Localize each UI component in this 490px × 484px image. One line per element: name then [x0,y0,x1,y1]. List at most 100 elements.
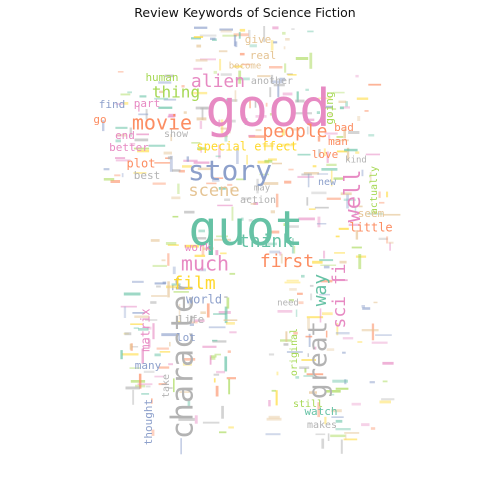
filler-mark [125,386,140,390]
filler-mark [115,103,123,105]
filler-mark [312,346,317,350]
cloud-word-man: man [328,135,348,148]
cloud-word-bad: bad [334,121,354,134]
cloud-word-alien: alien [191,71,245,92]
filler-mark [141,393,150,395]
cloud-word-better: better [109,141,149,154]
filler-mark [216,370,225,374]
filler-mark [224,131,228,142]
filler-mark [130,323,143,325]
filler-mark [159,351,171,353]
filler-mark [172,215,179,218]
filler-mark [340,192,352,196]
filler-mark [178,303,181,320]
filler-mark [227,99,238,102]
filler-mark [305,88,309,91]
filler-mark [306,126,309,135]
filler-mark [212,340,227,343]
filler-mark [102,120,105,132]
filler-mark [248,135,264,138]
filler-mark [220,29,232,33]
filler-mark [340,439,343,454]
cloud-word-sci-fi: sci fi [329,263,350,328]
filler-mark [320,264,337,266]
filler-mark [287,74,297,76]
filler-mark [131,346,139,348]
filler-mark [213,378,216,383]
filler-mark [269,87,272,98]
filler-mark [129,127,132,137]
cloud-word-think: think [239,231,293,252]
filler-mark [242,63,251,66]
filler-mark [361,423,370,427]
filler-mark [271,230,280,234]
filler-mark [320,279,333,283]
filler-mark [301,359,316,361]
filler-mark [132,312,146,314]
cloud-word-plot: plot [127,157,156,171]
filler-mark [241,217,244,221]
filler-mark [161,259,166,262]
filler-mark [228,122,231,134]
filler-mark [325,390,341,393]
filler-mark [193,36,204,38]
filler-mark [196,44,202,48]
filler-mark [165,242,177,245]
filler-mark [194,254,206,257]
filler-mark [120,305,137,308]
filler-mark [339,260,347,264]
filler-mark [355,151,360,154]
filler-mark [330,393,335,396]
filler-mark [378,237,388,240]
filler-mark [145,385,151,388]
filler-mark [281,143,295,147]
filler-mark [343,128,346,139]
filler-mark [145,319,158,321]
filler-mark [139,95,147,98]
filler-mark [283,46,286,50]
filler-mark [226,98,228,104]
filler-mark [328,135,331,140]
filler-mark [323,250,326,259]
filler-mark [156,347,169,350]
filler-mark [246,154,248,165]
filler-mark [307,173,310,188]
filler-mark [351,246,362,249]
filler-mark [123,306,127,318]
filler-mark [183,111,187,114]
filler-mark [165,157,170,159]
filler-mark [361,169,364,177]
cloud-word-seem: seem [358,207,385,220]
filler-mark [293,331,298,335]
filler-mark [220,127,230,130]
filler-mark [216,135,228,138]
filler-mark [213,313,227,315]
filler-mark [184,210,195,214]
filler-mark [329,113,333,116]
filler-mark [306,373,324,376]
filler-mark [188,301,191,306]
filler-mark [307,30,314,33]
filler-mark [293,245,296,254]
filler-mark [344,379,347,385]
filler-mark [224,306,228,324]
filler-mark [250,203,256,205]
filler-mark [275,193,279,208]
filler-mark [214,238,231,241]
filler-mark [344,434,347,440]
filler-mark [271,162,282,165]
filler-mark [219,28,233,31]
filler-mark [234,90,237,102]
filler-mark [291,238,294,254]
filler-mark [120,350,123,360]
filler-mark [213,70,217,74]
filler-mark [295,99,305,103]
filler-mark [164,74,174,78]
filler-mark [218,50,228,53]
filler-mark [318,149,321,157]
filler-mark [335,235,340,238]
filler-mark [199,120,203,129]
filler-mark [220,73,232,76]
filler-mark [332,379,348,383]
filler-mark [343,198,356,201]
